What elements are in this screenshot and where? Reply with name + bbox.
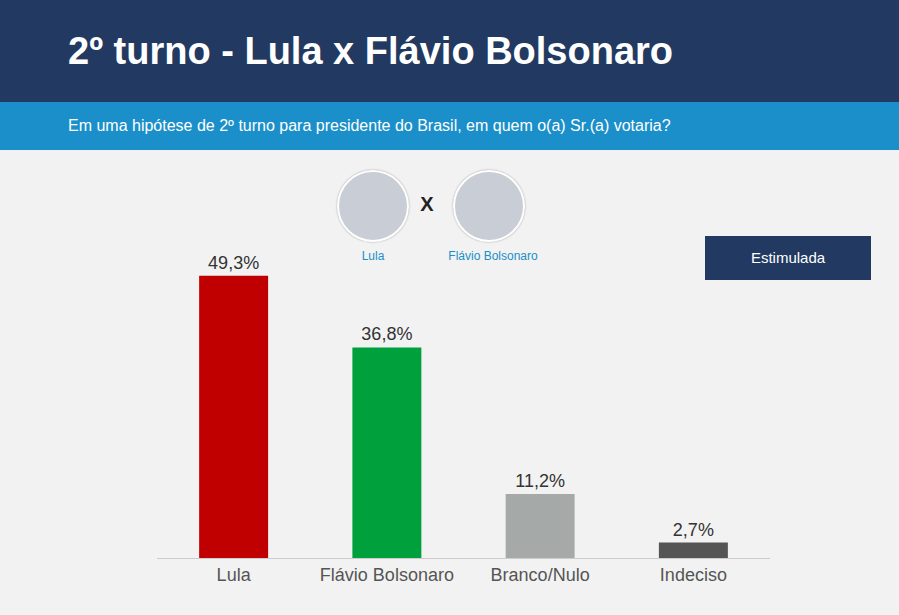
svg-text:Lula: Lula	[217, 565, 252, 585]
svg-text:Flávio Bolsonaro: Flávio Bolsonaro	[320, 565, 454, 585]
svg-text:2,7%: 2,7%	[673, 520, 714, 540]
svg-text:36,8%: 36,8%	[361, 324, 412, 344]
html-text:Em uma hipótese de 2º turno pa: Em uma hipótese de 2º turno para preside…	[68, 117, 671, 134]
svg-text:Indeciso: Indeciso	[660, 565, 727, 585]
svg-text:11,2%: 11,2%	[515, 471, 565, 491]
html-text:X: X	[420, 193, 434, 215]
svg-text:Branco/Nulo: Branco/Nulo	[491, 565, 590, 585]
html-text:Lula: Lula	[361, 249, 385, 263]
html-text:Estimulada: Estimulada	[750, 249, 826, 266]
html-text:Flávio Bolsonaro: Flávio Bolsonaro	[448, 249, 538, 263]
svg-text:49,3%: 49,3%	[208, 253, 259, 273]
html-text:2º turno - Lula x Flávio Bolso: 2º turno - Lula x Flávio Bolsonaro	[68, 30, 674, 72]
